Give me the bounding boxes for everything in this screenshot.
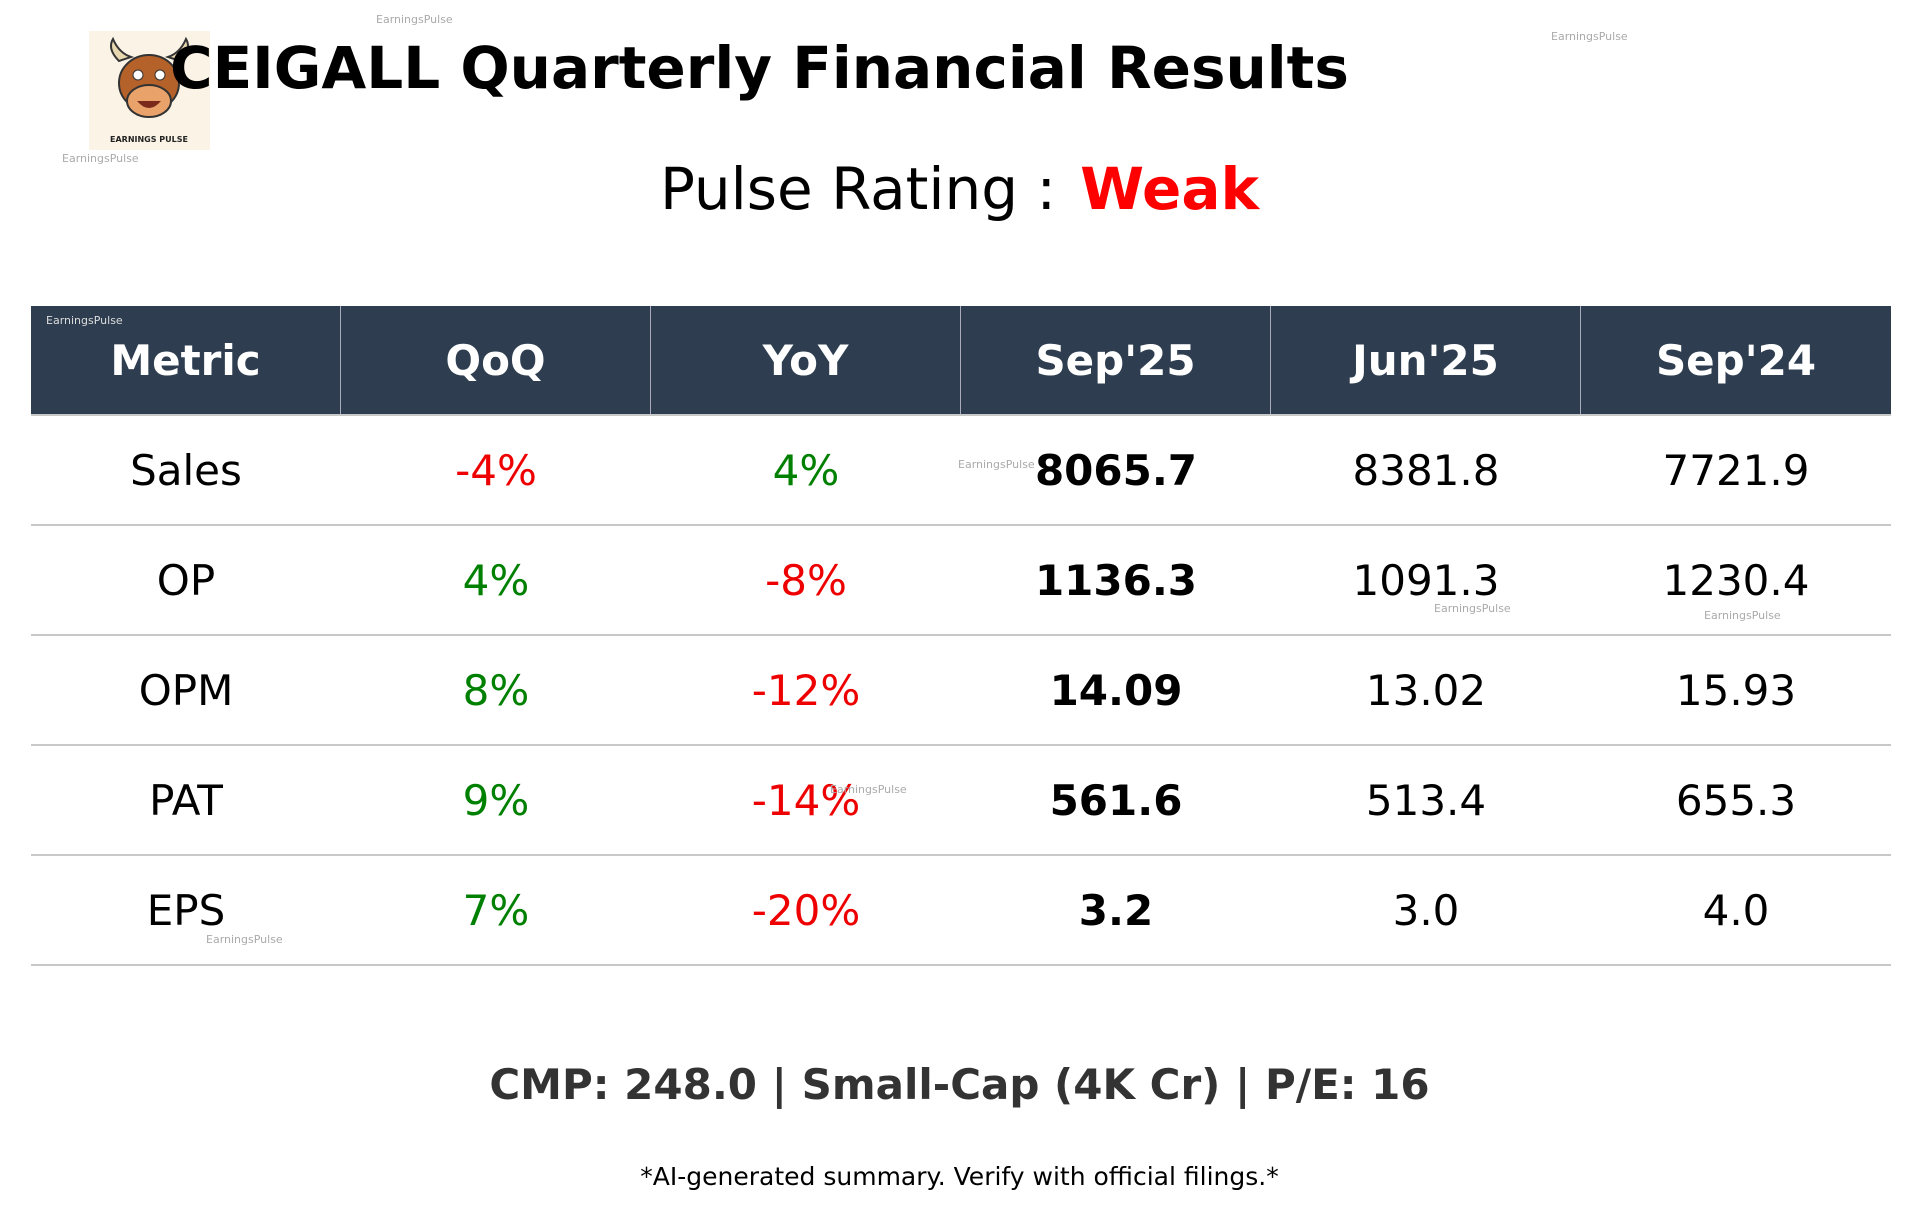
table-cell: 1136.3: [1034, 555, 1198, 605]
table-cell: OPM: [138, 665, 234, 715]
watermark: EarningsPulse: [376, 13, 453, 26]
table-cell: -4%: [455, 445, 537, 495]
table-cell: 513.4: [1365, 775, 1487, 825]
header-cell: Metric: [31, 306, 341, 414]
table-row: OPM 8% -12% 14.09 13.02 15.93: [31, 636, 1891, 746]
table-cell: -12%: [751, 665, 861, 715]
table-cell: 15.93: [1675, 665, 1797, 715]
table-cell: 9%: [462, 775, 530, 825]
table-cell: 1230.4: [1662, 555, 1810, 605]
table: Metric QoQ YoY Sep'25 Jun'25 Sep'24 Sales -4% 4%…: [31, 306, 1891, 966]
watermark: EarningsPulse: [1434, 602, 1511, 615]
watermark: EarningsPulse: [46, 314, 123, 327]
table-cell: 1091.3: [1352, 555, 1500, 605]
table-cell: 4.0: [1702, 885, 1770, 935]
table-cell: 4%: [772, 445, 840, 495]
header-cell: Jun'25: [1271, 306, 1581, 414]
table-cell: 8065.7: [1034, 445, 1198, 495]
table-cell: -14%: [751, 775, 861, 825]
table-row: OP 4% -8% 1136.3 1091.3 1230.4: [31, 526, 1891, 636]
logo: EARNINGS PULSE: [89, 31, 210, 150]
table-cell: EPS: [146, 885, 226, 935]
table-cell: 7%: [462, 885, 530, 935]
table-row: PAT 9% -14% 561.6 513.4 655.3: [31, 746, 1891, 856]
table-cell: 561.6: [1049, 775, 1183, 825]
table-row: Sales -4% 4% 8065.7 8381.8 7721.9: [31, 416, 1891, 526]
header-cell: Sep'25: [961, 306, 1271, 414]
table-cell: 655.3: [1675, 775, 1797, 825]
header-cell: Sep'24: [1655, 335, 1817, 385]
watermark: EarningsPulse: [62, 152, 139, 165]
table-row: EPS 7% -20% 3.2 3.0 4.0: [31, 856, 1891, 966]
disclaimer: *AI-generated summary. Verify with offic…: [640, 1162, 1279, 1191]
table-cell: 3.0: [1392, 885, 1460, 935]
summary: CMP: 248.0 | Small-Cap (4K Cr) | P/E: 16: [489, 1060, 1430, 1109]
table-cell: 3.2: [1078, 885, 1154, 935]
table-cell: Sales: [130, 445, 242, 495]
logo-text: EARNINGS PULSE: [110, 135, 188, 144]
table-cell: -8%: [765, 555, 847, 605]
rating-value: Weak: [1080, 155, 1260, 223]
logo-graphic: EARNINGS PULSE: [110, 36, 189, 144]
rating-line: Pulse Rating : Weak: [0, 155, 1919, 223]
table-cell: -20%: [751, 885, 861, 935]
watermark: EarningsPulse: [1704, 609, 1781, 622]
watermark: EarningsPulse: [1551, 30, 1628, 43]
rating-label: Pulse Rating :: [659, 155, 1057, 223]
table-cell: OP: [156, 555, 216, 605]
header-row: Metric QoQ YoY Sep'25 Jun'25 Sep'24: [31, 306, 1891, 416]
table-cell: 13.02: [1365, 665, 1487, 715]
table-cell: 7721.9: [1662, 445, 1810, 495]
watermark: EarningsPulse: [830, 783, 907, 796]
header-cell: QoQ: [341, 306, 651, 414]
watermark: EarningsPulse: [958, 458, 1035, 471]
table-cell: PAT: [149, 775, 223, 825]
watermark: EarningsPulse: [206, 933, 283, 946]
table-cell: 8%: [462, 665, 530, 715]
table-cell: 8381.8: [1352, 445, 1500, 495]
table-cell: 4%: [462, 555, 530, 605]
header-cell: YoY: [651, 306, 961, 414]
table-cell: 14.09: [1049, 665, 1183, 715]
title: CEIGALL Quarterly Financial Results: [170, 34, 1349, 102]
